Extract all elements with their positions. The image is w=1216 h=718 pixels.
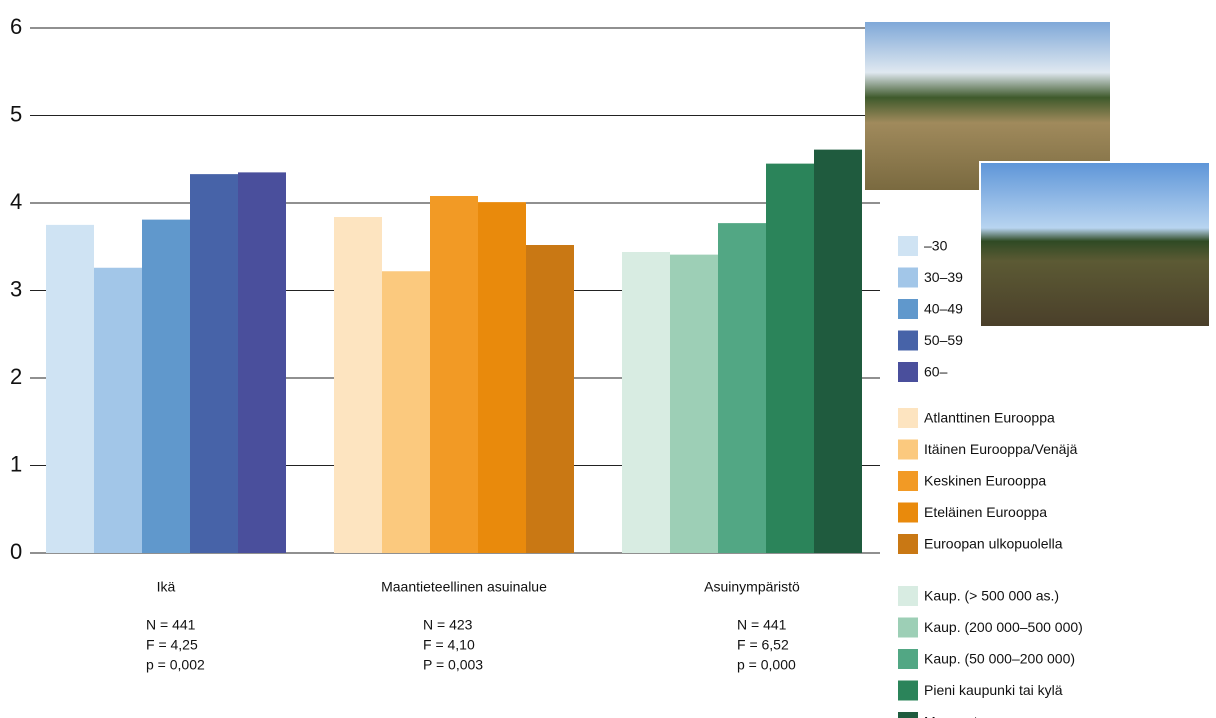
legend-label: Kaup. (50 000–200 000): [924, 651, 1075, 667]
stat-note: P = 0,003: [423, 657, 483, 673]
y-tick-label: 5: [10, 101, 22, 126]
legend-label: Itäinen Eurooppa/Venäjä: [924, 441, 1078, 457]
stat-note: N = 441: [146, 617, 196, 633]
bar: [94, 267, 142, 553]
bar: [766, 163, 814, 553]
legend-label: 30–39: [924, 269, 963, 285]
x-tick-label: Maantieteellinen asuinalue: [381, 579, 547, 595]
x-tick-label: Ikä: [157, 579, 176, 595]
legend-swatch: [898, 680, 918, 701]
legend-label: Maaseutu: [924, 714, 985, 718]
legend-swatch: [898, 299, 918, 319]
legend-swatch: [898, 236, 918, 256]
legend-swatch: [898, 586, 918, 606]
stat-note: N = 441: [737, 617, 787, 633]
bar: [238, 172, 286, 553]
x-tick-label: Asuinympäristö: [704, 579, 800, 595]
stat-note: F = 4,10: [423, 637, 475, 653]
legend-label: Kaup. (> 500 000 as.): [924, 588, 1059, 604]
y-tick-label: 4: [10, 189, 22, 214]
legend-label: 60–: [924, 364, 948, 380]
legend-label: Kaup. (200 000–500 000): [924, 619, 1083, 635]
legend-swatch: [898, 408, 918, 428]
legend-label: Keskinen Eurooppa: [924, 473, 1046, 489]
y-tick-label: 1: [10, 451, 22, 476]
legend-swatch: [898, 712, 918, 718]
legend-label: 50–59: [924, 332, 963, 348]
legend-label: 40–49: [924, 301, 963, 317]
bar: [622, 252, 670, 553]
legend-swatch: [898, 267, 918, 288]
legend-label: –30: [924, 238, 948, 254]
legend-label: Eteläinen Eurooppa: [924, 504, 1047, 520]
legend-swatch: [898, 330, 918, 351]
legend-swatch: [898, 471, 918, 491]
bar: [190, 174, 238, 553]
stat-note: F = 6,52: [737, 637, 789, 653]
bar: [334, 217, 382, 553]
legend-label: Atlanttinen Eurooppa: [924, 410, 1055, 426]
legend-swatch: [898, 502, 918, 523]
bar: [718, 223, 766, 553]
bar: [382, 271, 430, 553]
bar: [46, 224, 94, 553]
photo: [979, 161, 1211, 328]
bar: [142, 219, 190, 553]
legend-label: Euroopan ulkopuolella: [924, 536, 1063, 552]
bar: [526, 245, 574, 553]
legend-swatch: [898, 617, 918, 638]
stat-note: F = 4,25: [146, 637, 198, 653]
bar: [670, 254, 718, 553]
stat-note: N = 423: [423, 617, 473, 633]
y-tick-label: 0: [10, 539, 22, 564]
y-tick-label: 6: [10, 14, 22, 39]
bar: [814, 149, 862, 553]
bar: [478, 202, 526, 553]
legend-swatch: [898, 534, 918, 554]
stat-note: p = 0,002: [146, 657, 205, 673]
legend-swatch: [898, 439, 918, 460]
legend-swatch: [898, 362, 918, 382]
legend-label: Pieni kaupunki tai kylä: [924, 682, 1063, 698]
y-tick-label: 2: [10, 364, 22, 389]
y-tick-label: 3: [10, 276, 22, 301]
bar: [430, 196, 478, 553]
stat-note: p = 0,000: [737, 657, 796, 673]
legend-swatch: [898, 649, 918, 669]
